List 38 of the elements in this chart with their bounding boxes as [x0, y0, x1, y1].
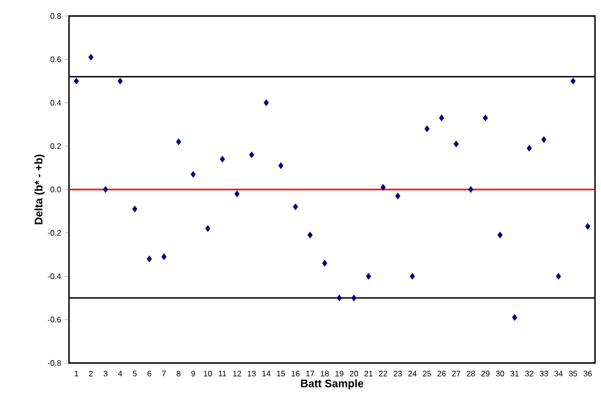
x-axis-title: Batt Sample	[301, 379, 364, 390]
point	[161, 253, 167, 260]
point	[438, 114, 444, 122]
point	[176, 138, 182, 146]
y-axis-title: Delta (b* - +b)	[34, 154, 45, 224]
point	[512, 314, 518, 321]
point	[336, 294, 342, 302]
point	[482, 114, 488, 122]
point	[468, 186, 474, 193]
point	[526, 144, 532, 152]
point	[351, 294, 357, 302]
point	[146, 256, 152, 262]
point	[366, 272, 372, 280]
point	[292, 203, 298, 210]
point	[132, 206, 138, 212]
point	[220, 156, 226, 163]
point	[118, 78, 123, 84]
point	[541, 136, 546, 144]
point	[497, 232, 503, 238]
point	[88, 54, 94, 61]
point	[307, 232, 313, 238]
point	[264, 99, 269, 106]
point	[380, 184, 386, 191]
point	[249, 151, 254, 158]
point	[322, 260, 328, 267]
point	[570, 78, 576, 84]
point	[278, 162, 284, 170]
point	[74, 78, 79, 84]
point	[410, 272, 415, 280]
point	[585, 222, 590, 230]
point	[424, 125, 430, 132]
point	[205, 225, 210, 232]
point	[234, 190, 240, 198]
point	[102, 186, 108, 193]
point	[454, 140, 459, 148]
point	[556, 272, 562, 280]
point	[395, 192, 400, 200]
point	[190, 170, 196, 178]
